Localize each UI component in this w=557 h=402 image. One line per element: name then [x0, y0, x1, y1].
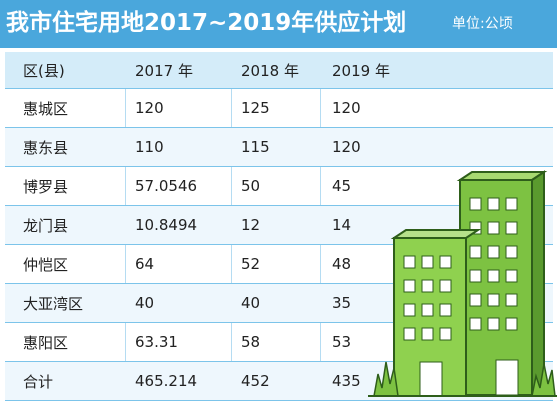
value-2017-cell: 110	[135, 138, 164, 156]
value-2017-cell: 63.31	[135, 333, 178, 351]
district-cell: 博罗县	[23, 177, 69, 196]
value-2019-cell: 120	[332, 99, 361, 117]
district-cell: 惠东县	[23, 138, 69, 157]
header-2018: 2018 年	[241, 61, 299, 80]
value-2017-cell: 57.0546	[135, 177, 198, 195]
value-2018-cell: 12	[241, 216, 261, 234]
value-2018-cell: 115	[241, 138, 270, 156]
table-row: 惠东县 110 115 120	[5, 128, 553, 167]
value-2018-cell: 40	[241, 294, 261, 312]
value-2019-cell: 14	[332, 216, 352, 234]
unit-label: 单位:公顷	[452, 16, 513, 32]
green-buildings-icon	[368, 170, 557, 397]
value-2019-cell: 48	[332, 255, 352, 273]
district-cell: 大亚湾区	[23, 294, 84, 313]
header-district: 区(县)	[23, 61, 65, 80]
value-2018-cell: 125	[241, 99, 270, 117]
value-2019-cell: 120	[332, 138, 361, 156]
district-cell: 惠城区	[23, 99, 69, 118]
value-2019-cell: 53	[332, 333, 352, 351]
table-row: 惠城区 120 125 120	[5, 89, 553, 128]
page-title: 我市住宅用地2017~2019年供应计划	[6, 10, 407, 36]
value-2017-cell: 64	[135, 255, 155, 273]
total-2017-cell: 465.214	[135, 372, 198, 390]
value-2017-cell: 40	[135, 294, 155, 312]
total-2018-cell: 452	[241, 372, 270, 390]
table-header-row: 区(县) 2017 年 2018 年 2019 年	[5, 52, 553, 89]
table-row: 博罗县 57.0546 50 45	[5, 167, 553, 206]
title-bar: 我市住宅用地2017~2019年供应计划 单位:公顷	[0, 0, 557, 48]
value-2019-cell: 35	[332, 294, 352, 312]
value-2018-cell: 58	[241, 333, 261, 351]
value-2019-cell: 45	[332, 177, 352, 195]
total-label-cell: 合计	[23, 372, 54, 391]
header-2019: 2019 年	[332, 61, 390, 80]
district-cell: 惠阳区	[23, 333, 69, 352]
total-2019-cell: 435	[332, 372, 361, 390]
value-2018-cell: 50	[241, 177, 261, 195]
table-row: 仲恺区 64 52 48	[5, 245, 553, 284]
value-2018-cell: 52	[241, 255, 261, 273]
district-cell: 仲恺区	[23, 255, 69, 274]
table-row: 惠阳区 63.31 58 53	[5, 323, 553, 362]
header-2017: 2017 年	[135, 61, 193, 80]
district-cell: 龙门县	[23, 216, 69, 235]
value-2017-cell: 120	[135, 99, 164, 117]
value-2017-cell: 10.8494	[135, 216, 198, 234]
